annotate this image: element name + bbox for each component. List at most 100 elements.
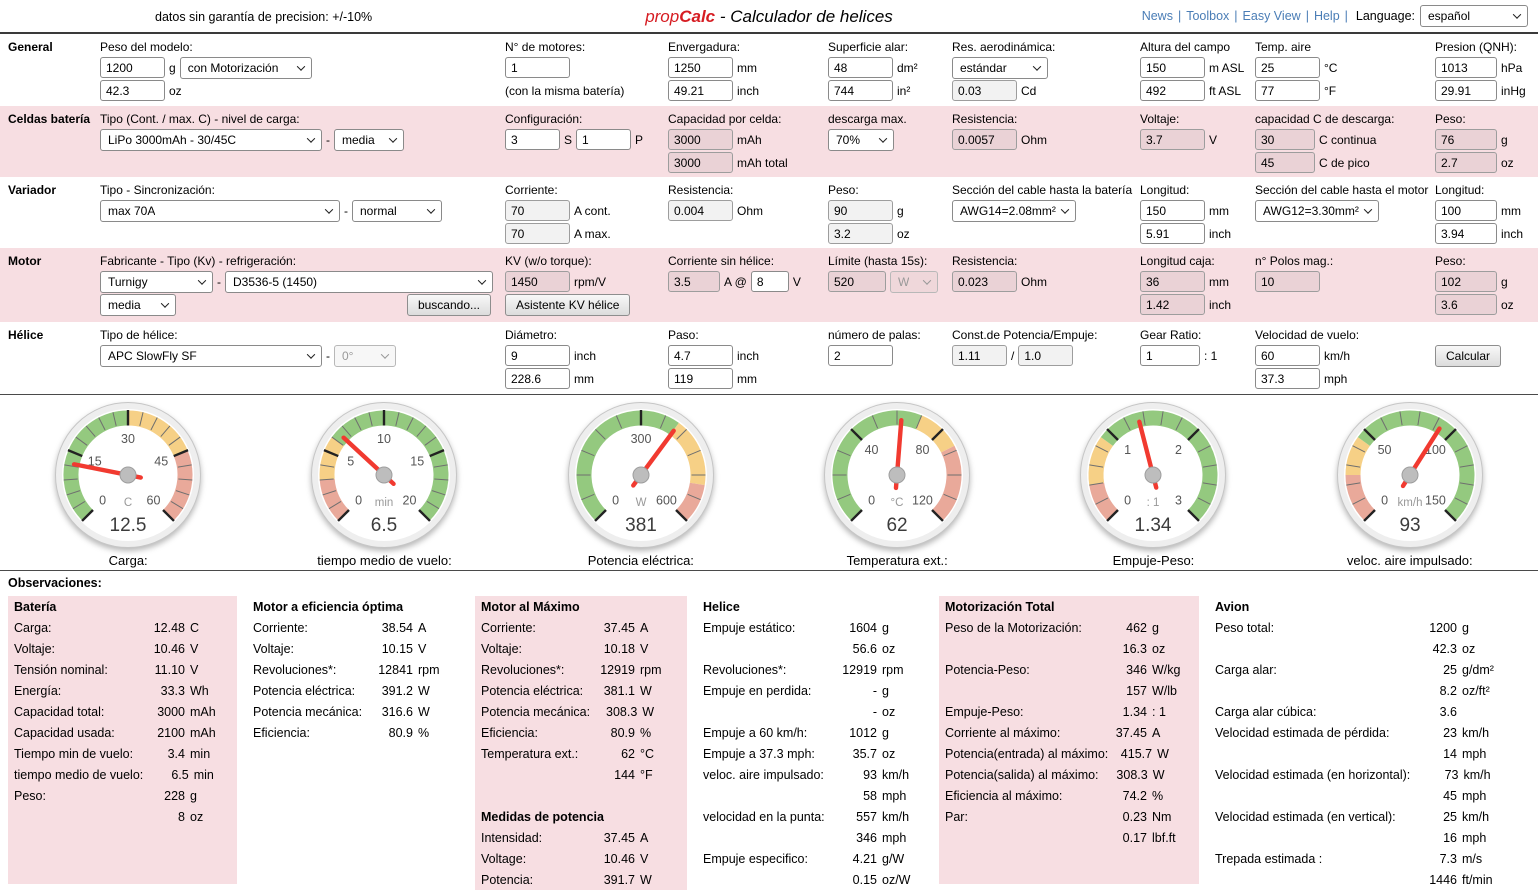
battery-type-select[interactable]: LiPo 3000mAh - 30/45C <box>100 128 322 151</box>
battery-wire-mm-input[interactable] <box>1140 200 1205 221</box>
drag-select[interactable]: estándar <box>952 56 1048 79</box>
model-weight-oz-input[interactable] <box>100 80 165 101</box>
esc-weight-oz-input[interactable] <box>828 223 893 244</box>
power-limit-input[interactable] <box>828 271 886 292</box>
prop-pitch-mm-input[interactable] <box>668 368 733 389</box>
c-rate-peak-input[interactable] <box>1255 152 1315 173</box>
unit-label: / <box>1011 348 1015 363</box>
cooling-select[interactable]: media <box>100 293 176 316</box>
esc-timing-select[interactable]: normal <box>352 199 442 222</box>
gauge-tick-label: 60 <box>147 494 161 508</box>
motor-model-select[interactable]: D3536-5 (1450) <box>225 270 493 293</box>
prop-diameter-inch-input[interactable] <box>505 345 570 366</box>
obs-col-5: Avion Peso total: 1200 g 42.3 oz Carga alar: 25… <box>1209 596 1509 890</box>
c-rate-cont-input[interactable] <box>1255 129 1315 150</box>
motor-wire-mm-input[interactable] <box>1435 200 1497 221</box>
gauge-minor-tick <box>1417 411 1421 426</box>
power-const-input[interactable] <box>952 345 1007 366</box>
esc-current-cont-input[interactable] <box>505 200 570 221</box>
motor-weight-oz-input[interactable] <box>1435 294 1497 315</box>
cell-voltage-input[interactable] <box>1140 129 1205 150</box>
prop-type-select[interactable]: APC SlowFly SF <box>100 344 322 367</box>
esc-type-select[interactable]: max 70A <box>100 199 340 222</box>
obs-row: Empuje a 37.3 mph: 35.7 oz <box>703 743 923 764</box>
air-temp-f-input[interactable] <box>1255 80 1320 101</box>
link-easy-view[interactable]: Easy View <box>1242 9 1301 23</box>
motor-wire-select[interactable]: AWG12=3.30mm² <box>1255 199 1379 222</box>
motor-resistance-input[interactable] <box>952 271 1017 292</box>
obs-unit: W <box>642 704 655 719</box>
link-news[interactable]: News <box>1141 9 1173 23</box>
calculate-button[interactable]: Calcular <box>1435 344 1502 367</box>
model-weight-g-input[interactable] <box>100 57 165 78</box>
pressure-hpa-input[interactable] <box>1435 57 1497 78</box>
num-motors-input[interactable] <box>505 57 570 78</box>
unit-label: - <box>326 132 330 147</box>
gauge-zone <box>675 482 705 521</box>
charge-level-select[interactable]: media <box>334 128 404 151</box>
prop-angle-select[interactable]: 0° <box>334 344 396 367</box>
no-load-voltage-input[interactable] <box>750 271 789 292</box>
esc-current-max-input[interactable] <box>505 223 570 244</box>
obs-label: Peso total: <box>1215 620 1275 635</box>
case-length-inch-input[interactable] <box>1140 294 1205 315</box>
field-elevation-m-input[interactable] <box>1140 57 1205 78</box>
wing-area-in-input[interactable] <box>828 80 893 101</box>
cells-series-input[interactable] <box>505 129 560 150</box>
field-line: Asistente KV hélice <box>505 293 668 316</box>
blade-count-input[interactable] <box>828 345 893 366</box>
weight-mode-select[interactable]: con Motorización <box>179 56 312 79</box>
motor-weight-g-input[interactable] <box>1435 271 1497 292</box>
battery-wire-select[interactable]: AWG14=2.08mm² <box>952 199 1076 222</box>
language-select[interactable]: español <box>1420 5 1528 27</box>
link-help[interactable]: Help <box>1313 9 1340 23</box>
prop-pitch-inch-input[interactable] <box>668 345 733 366</box>
thrust-const-input[interactable] <box>1018 345 1074 366</box>
unit-label: mm <box>1209 203 1229 218</box>
pressure-inhg-input[interactable] <box>1435 80 1497 101</box>
cell-resistance-input[interactable] <box>952 129 1017 150</box>
cell-weight-g-input[interactable] <box>1435 129 1497 150</box>
obs-value: 16 <box>1443 830 1457 845</box>
esc-resistance-input[interactable] <box>668 200 733 221</box>
air-temp-c-input[interactable] <box>1255 57 1320 78</box>
drag-cd-input[interactable] <box>952 80 1017 101</box>
obs-unit: mph <box>882 830 907 845</box>
max-discharge-select[interactable]: 70% <box>828 128 894 151</box>
obs-row: 0.15 oz/W <box>703 869 923 890</box>
wing-area-dm-input[interactable] <box>828 57 893 78</box>
motor-wire-inch-input[interactable] <box>1435 223 1497 244</box>
cell-weight-oz-input[interactable] <box>1435 152 1497 173</box>
gauge-4: 0 1 2 3: 1 1.34 Empuje-Peso: <box>1027 400 1280 568</box>
wingspan-mm-input[interactable] <box>668 57 733 78</box>
motor-brand-select[interactable]: Turnigy <box>100 270 213 293</box>
no-load-current-input[interactable] <box>668 271 720 292</box>
gauge-minor-tick <box>871 415 879 429</box>
kv-input[interactable] <box>505 271 570 292</box>
field-elevation-ft-input[interactable] <box>1140 80 1205 101</box>
gauge-major-tick <box>1187 509 1201 522</box>
obs-label: Peso: <box>14 788 46 803</box>
field-label <box>1435 326 1538 344</box>
field-line: SP <box>505 128 668 151</box>
case-length-mm-input[interactable] <box>1140 271 1205 292</box>
cells-parallel-input[interactable] <box>576 129 632 150</box>
obs-unit: km/h <box>1462 725 1490 740</box>
magnetic-poles-input[interactable] <box>1255 271 1320 292</box>
gear-ratio-input[interactable] <box>1140 345 1200 366</box>
battery-wire-inch-input[interactable] <box>1140 223 1205 244</box>
flight-speed-mph-input[interactable] <box>1255 368 1320 389</box>
searching-button[interactable]: buscando... <box>406 293 491 316</box>
prop-diameter-mm-input[interactable] <box>505 368 570 389</box>
limit-unit-select[interactable]: W <box>890 270 938 293</box>
link-toolbox[interactable]: Toolbox <box>1186 9 1230 23</box>
cell-capacity-input[interactable] <box>668 129 733 150</box>
total-capacity-input[interactable] <box>668 152 733 173</box>
kv-assistant-button[interactable]: Asistente KV hélice <box>505 293 631 316</box>
field-label: Envergadura: <box>668 40 741 54</box>
wingspan-inch-input[interactable] <box>668 80 733 101</box>
field-label: Configuración: <box>505 112 583 126</box>
esc-weight-g-input[interactable] <box>828 200 893 221</box>
flight-speed-kmh-input[interactable] <box>1255 345 1320 366</box>
form-cell: Envergadura: mm inch <box>668 38 828 103</box>
